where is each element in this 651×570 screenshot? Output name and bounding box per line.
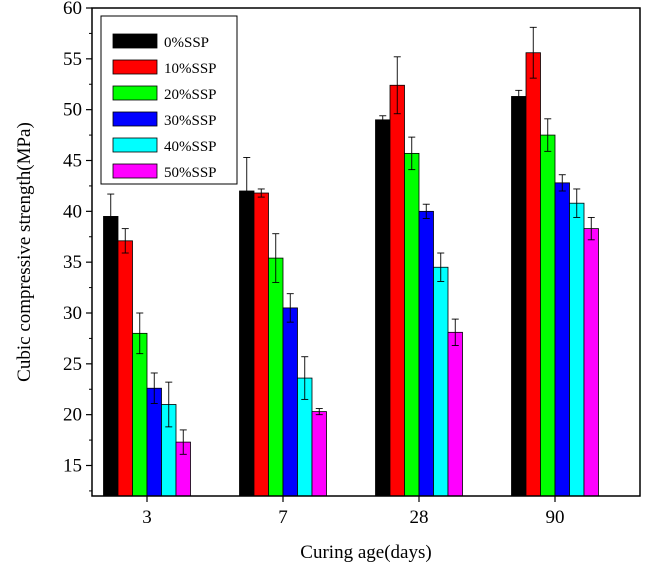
y-tick-label: 60 — [63, 0, 82, 19]
x-tick-label: 28 — [410, 507, 429, 528]
bar — [239, 190, 255, 497]
legend-label: 30%SSP — [164, 113, 217, 129]
bar — [511, 96, 527, 497]
legend-label: 50%SSP — [164, 165, 217, 181]
y-tick-label: 40 — [63, 201, 82, 222]
bar — [583, 228, 599, 497]
legend-label: 0%SSP — [164, 35, 209, 51]
bar — [418, 210, 434, 497]
y-tick-label: 20 — [63, 405, 82, 426]
bar — [404, 152, 420, 497]
bar — [433, 266, 449, 497]
bar — [103, 216, 119, 497]
legend-swatch — [112, 137, 158, 153]
error-bars-layer — [107, 26, 595, 455]
x-axis-title: Curing age(days) — [300, 542, 431, 563]
bar — [117, 240, 133, 497]
bar — [132, 332, 148, 497]
bar — [540, 134, 556, 497]
x-tick-label: 7 — [278, 507, 288, 528]
x-axis: 3 7 28 90 — [142, 496, 565, 528]
legend-swatch — [112, 59, 158, 75]
bar — [525, 52, 541, 497]
bar — [146, 387, 162, 497]
y-axis-title: Cubic compressive strength(MPa) — [14, 122, 35, 382]
plot-area-frame — [91, 7, 641, 497]
bar — [389, 84, 405, 497]
x-tick-label: 3 — [142, 507, 152, 528]
legend-swatch — [112, 111, 158, 127]
x-tick-label: 90 — [546, 507, 565, 528]
bar — [268, 257, 284, 497]
bar — [253, 192, 269, 497]
legend-label: 10%SSP — [164, 61, 217, 77]
y-axis: 15 20 25 30 35 40 45 50 55 60 — [63, 0, 92, 492]
legend-swatch — [112, 85, 158, 101]
y-tick-label: 30 — [63, 303, 82, 324]
bar — [554, 182, 570, 497]
y-tick-label: 55 — [63, 49, 82, 70]
bar — [375, 119, 391, 497]
y-tick-label: 25 — [63, 354, 82, 375]
y-tick-label: 15 — [63, 456, 82, 477]
y-tick-label: 45 — [63, 151, 82, 172]
bar — [311, 411, 327, 497]
bar — [447, 331, 463, 497]
y-tick-label: 50 — [63, 100, 82, 121]
bar — [569, 202, 585, 497]
bar — [282, 307, 298, 497]
legend-swatch — [112, 33, 158, 49]
legend-label: 40%SSP — [164, 139, 217, 155]
y-tick-label: 35 — [63, 252, 82, 273]
legend: 0%SSP 10%SSP 20%SSP 30%SSP 40%SSP 50%SSP — [100, 15, 238, 185]
legend-label: 20%SSP — [164, 87, 217, 103]
legend-swatch — [112, 163, 158, 179]
